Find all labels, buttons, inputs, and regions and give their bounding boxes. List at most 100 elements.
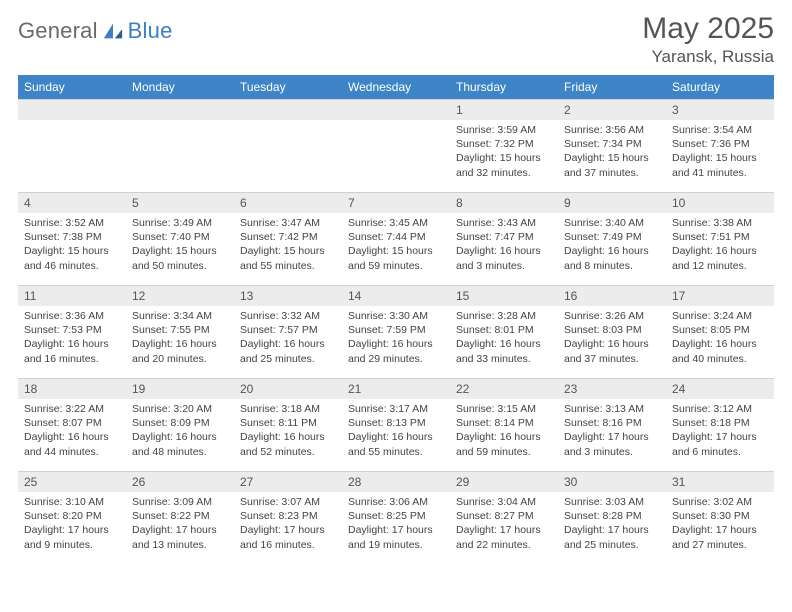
day-number: 16 [558,286,666,306]
calendar-cell: 19Sunrise: 3:20 AMSunset: 8:09 PMDayligh… [126,379,234,472]
day-body: Sunrise: 3:54 AMSunset: 7:36 PMDaylight:… [666,120,774,184]
weekday-header: Saturday [666,75,774,100]
day-body: Sunrise: 3:30 AMSunset: 7:59 PMDaylight:… [342,306,450,370]
calendar-cell: 10Sunrise: 3:38 AMSunset: 7:51 PMDayligh… [666,193,774,286]
day-sunrise: Sunrise: 3:36 AM [24,309,120,323]
day-number: 9 [558,193,666,213]
day-daylight1: Daylight: 16 hours [348,430,444,444]
day-body: Sunrise: 3:28 AMSunset: 8:01 PMDaylight:… [450,306,558,370]
day-sunset: Sunset: 7:57 PM [240,323,336,337]
day-sunrise: Sunrise: 3:02 AM [672,495,768,509]
day-daylight2: and 46 minutes. [24,259,120,273]
day-daylight2: and 19 minutes. [348,538,444,552]
day-daylight2: and 33 minutes. [456,352,552,366]
calendar-cell [234,100,342,193]
day-number: 27 [234,472,342,492]
day-number: 2 [558,100,666,120]
day-daylight1: Daylight: 16 hours [564,244,660,258]
day-sunset: Sunset: 7:34 PM [564,137,660,151]
day-sunrise: Sunrise: 3:45 AM [348,216,444,230]
day-sunset: Sunset: 7:51 PM [672,230,768,244]
day-body: Sunrise: 3:32 AMSunset: 7:57 PMDaylight:… [234,306,342,370]
day-daylight1: Daylight: 16 hours [240,430,336,444]
day-sunset: Sunset: 8:18 PM [672,416,768,430]
calendar-week: 18Sunrise: 3:22 AMSunset: 8:07 PMDayligh… [18,379,774,472]
calendar-cell: 17Sunrise: 3:24 AMSunset: 8:05 PMDayligh… [666,286,774,379]
day-sunset: Sunset: 7:36 PM [672,137,768,151]
day-daylight1: Daylight: 16 hours [348,337,444,351]
calendar-cell: 13Sunrise: 3:32 AMSunset: 7:57 PMDayligh… [234,286,342,379]
day-sunset: Sunset: 7:55 PM [132,323,228,337]
day-daylight1: Daylight: 17 hours [456,523,552,537]
location-text: Yaransk, Russia [642,47,774,67]
day-number: 29 [450,472,558,492]
day-sunset: Sunset: 7:42 PM [240,230,336,244]
day-sunrise: Sunrise: 3:15 AM [456,402,552,416]
day-body: Sunrise: 3:18 AMSunset: 8:11 PMDaylight:… [234,399,342,463]
day-sunset: Sunset: 8:05 PM [672,323,768,337]
day-daylight2: and 29 minutes. [348,352,444,366]
day-daylight2: and 59 minutes. [456,445,552,459]
day-sunrise: Sunrise: 3:40 AM [564,216,660,230]
day-daylight2: and 59 minutes. [348,259,444,273]
day-daylight2: and 48 minutes. [132,445,228,459]
day-daylight1: Daylight: 17 hours [564,430,660,444]
day-daylight2: and 50 minutes. [132,259,228,273]
day-body: Sunrise: 3:40 AMSunset: 7:49 PMDaylight:… [558,213,666,277]
day-sunrise: Sunrise: 3:03 AM [564,495,660,509]
calendar-cell: 28Sunrise: 3:06 AMSunset: 8:25 PMDayligh… [342,472,450,565]
calendar-cell [342,100,450,193]
day-daylight1: Daylight: 16 hours [672,337,768,351]
day-body: Sunrise: 3:06 AMSunset: 8:25 PMDaylight:… [342,492,450,556]
calendar-week: 25Sunrise: 3:10 AMSunset: 8:20 PMDayligh… [18,472,774,565]
day-daylight2: and 32 minutes. [456,166,552,180]
calendar-body: 1Sunrise: 3:59 AMSunset: 7:32 PMDaylight… [18,100,774,565]
day-daylight2: and 27 minutes. [672,538,768,552]
day-number: 11 [18,286,126,306]
day-sunrise: Sunrise: 3:04 AM [456,495,552,509]
day-sunset: Sunset: 8:22 PM [132,509,228,523]
day-daylight1: Daylight: 16 hours [132,337,228,351]
calendar-cell [126,100,234,193]
empty-day-strip [18,100,126,120]
day-daylight2: and 3 minutes. [564,445,660,459]
day-sunset: Sunset: 7:32 PM [456,137,552,151]
day-daylight1: Daylight: 16 hours [24,430,120,444]
weekday-header: Thursday [450,75,558,100]
day-body: Sunrise: 3:12 AMSunset: 8:18 PMDaylight:… [666,399,774,463]
weekday-header: Sunday [18,75,126,100]
calendar-cell: 21Sunrise: 3:17 AMSunset: 8:13 PMDayligh… [342,379,450,472]
day-daylight1: Daylight: 15 hours [240,244,336,258]
calendar-cell: 11Sunrise: 3:36 AMSunset: 7:53 PMDayligh… [18,286,126,379]
day-sunrise: Sunrise: 3:24 AM [672,309,768,323]
calendar-cell: 24Sunrise: 3:12 AMSunset: 8:18 PMDayligh… [666,379,774,472]
day-sunset: Sunset: 8:16 PM [564,416,660,430]
day-number: 21 [342,379,450,399]
calendar-cell: 2Sunrise: 3:56 AMSunset: 7:34 PMDaylight… [558,100,666,193]
calendar-cell: 1Sunrise: 3:59 AMSunset: 7:32 PMDaylight… [450,100,558,193]
day-body: Sunrise: 3:45 AMSunset: 7:44 PMDaylight:… [342,213,450,277]
day-number: 19 [126,379,234,399]
day-body: Sunrise: 3:34 AMSunset: 7:55 PMDaylight:… [126,306,234,370]
day-daylight1: Daylight: 16 hours [24,337,120,351]
day-daylight1: Daylight: 15 hours [564,151,660,165]
calendar-week: 11Sunrise: 3:36 AMSunset: 7:53 PMDayligh… [18,286,774,379]
day-sunset: Sunset: 8:28 PM [564,509,660,523]
day-daylight2: and 41 minutes. [672,166,768,180]
day-daylight2: and 44 minutes. [24,445,120,459]
day-number: 1 [450,100,558,120]
day-number: 7 [342,193,450,213]
calendar-cell [18,100,126,193]
day-sunrise: Sunrise: 3:06 AM [348,495,444,509]
day-body: Sunrise: 3:09 AMSunset: 8:22 PMDaylight:… [126,492,234,556]
day-number: 25 [18,472,126,492]
day-number: 20 [234,379,342,399]
day-number: 3 [666,100,774,120]
day-sunrise: Sunrise: 3:28 AM [456,309,552,323]
day-body: Sunrise: 3:03 AMSunset: 8:28 PMDaylight:… [558,492,666,556]
calendar-week: 1Sunrise: 3:59 AMSunset: 7:32 PMDaylight… [18,100,774,193]
calendar-cell: 8Sunrise: 3:43 AMSunset: 7:47 PMDaylight… [450,193,558,286]
day-sunset: Sunset: 8:14 PM [456,416,552,430]
empty-day-strip [126,100,234,120]
day-daylight2: and 37 minutes. [564,166,660,180]
